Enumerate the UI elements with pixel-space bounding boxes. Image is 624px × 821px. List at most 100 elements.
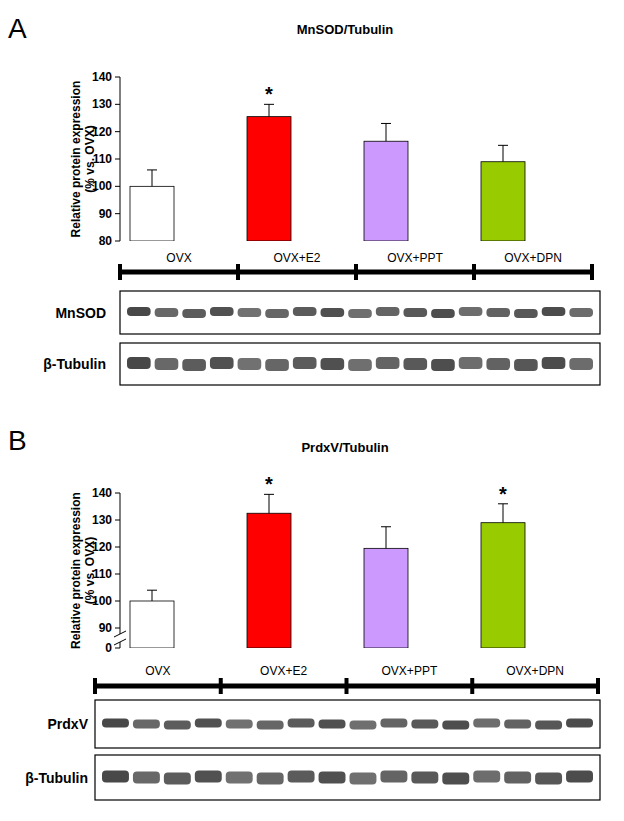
figure: A MnSOD/Tubulin Relative protein expressio… [0, 0, 624, 821]
y-tick-label: 130 [92, 97, 112, 111]
axis-break [114, 639, 126, 645]
error-stem [386, 527, 387, 549]
blot-band [127, 357, 151, 369]
blot-label: β-Tubulin [25, 770, 88, 786]
blot-band [210, 307, 234, 316]
blot-band [348, 359, 372, 371]
error-stem [269, 494, 270, 513]
y-tick-label: 130 [92, 513, 112, 527]
category-label: OVX+E2 [260, 664, 307, 678]
blot-band [321, 308, 345, 317]
blot-band [514, 359, 538, 371]
blot-band [473, 719, 500, 728]
category-label: OVX+E2 [273, 251, 320, 265]
blot-label: β-Tubulin [43, 356, 106, 372]
bar [481, 162, 525, 241]
blot-band [486, 308, 510, 317]
blot-band [442, 773, 469, 785]
blot-band [288, 771, 315, 783]
blot-band [403, 358, 427, 370]
y-tick [115, 77, 120, 78]
y-tick-label: 90 [99, 207, 113, 221]
blot-band [226, 720, 253, 729]
bars [130, 104, 525, 241]
category-divider [472, 264, 476, 280]
blot-band [504, 772, 531, 784]
blot [120, 343, 600, 385]
error-bar [381, 123, 391, 141]
y-tick [115, 131, 120, 132]
y-tick [115, 493, 120, 494]
y-tick [115, 520, 120, 521]
blot-band [376, 307, 400, 316]
blot-band [265, 359, 289, 371]
y-tick [115, 648, 120, 649]
y-axis-line [120, 642, 121, 648]
y-tick-label: 80 [99, 234, 113, 248]
blot [95, 700, 600, 748]
blot-band [265, 309, 289, 318]
blot-frame [120, 291, 600, 334]
y-tick [115, 213, 120, 214]
category-divider [354, 264, 358, 280]
blot-band [226, 772, 253, 784]
significance-marker: * [499, 483, 507, 505]
category-divider [470, 678, 474, 694]
y-axis-label: Relative protein expression [69, 492, 83, 649]
panel-letter: B [8, 425, 27, 456]
bar [130, 186, 174, 241]
bar [247, 513, 291, 648]
y-tick-label: 140 [92, 486, 112, 500]
y-tick [115, 574, 120, 575]
error-bar [147, 590, 157, 601]
blot-frame [95, 700, 600, 748]
blot-band [164, 721, 191, 730]
blot-band [486, 358, 510, 370]
blot-band [238, 358, 262, 370]
y-tick [115, 601, 120, 602]
error-stem [386, 123, 387, 141]
y-tick [115, 547, 120, 548]
error-cap [498, 145, 508, 146]
panel-0: AMnSOD/TubulinRelative protein expressio… [8, 13, 600, 385]
significance-marker: * [265, 473, 273, 495]
blot-label: PrdxV [48, 716, 89, 732]
blot-band [380, 771, 407, 783]
y-tick-label: 100 [92, 594, 112, 608]
blot [95, 755, 600, 800]
error-stem [152, 590, 153, 601]
error-bar [498, 145, 508, 161]
y-tick-label: 100 [92, 179, 112, 193]
blot-band [459, 357, 483, 369]
chart-title: MnSOD/Tubulin [297, 22, 394, 37]
panel-1: B PrdxV/Tubulin Relative protein expressio… [8, 425, 600, 800]
blot-band [210, 357, 234, 369]
blot-band [350, 721, 377, 730]
blot-label: MnSOD [55, 305, 106, 321]
blot-band [102, 719, 129, 728]
blot-band [293, 357, 317, 369]
blot-band [182, 359, 206, 371]
bar [130, 601, 174, 648]
blot-band [376, 357, 400, 369]
blot-band [321, 358, 345, 370]
blot-band [535, 773, 562, 785]
bar [364, 548, 408, 648]
category-label: OVX [166, 251, 191, 265]
blot-band [133, 772, 160, 784]
bar [247, 117, 291, 241]
blot-band [569, 308, 593, 317]
error-bar [498, 504, 508, 523]
blot-band [459, 307, 483, 316]
blot-band [102, 771, 129, 783]
y-tick-label: 110 [93, 567, 113, 581]
category-divider [118, 264, 122, 280]
chart-title: PrdxV/Tubulin [301, 440, 388, 455]
blot-band [442, 721, 469, 730]
category-divider [236, 264, 240, 280]
blot-band [127, 307, 151, 316]
panel-letter: A [8, 13, 27, 44]
y-tick [115, 186, 120, 187]
blot-band [504, 720, 531, 729]
y-axis-line [120, 493, 121, 634]
